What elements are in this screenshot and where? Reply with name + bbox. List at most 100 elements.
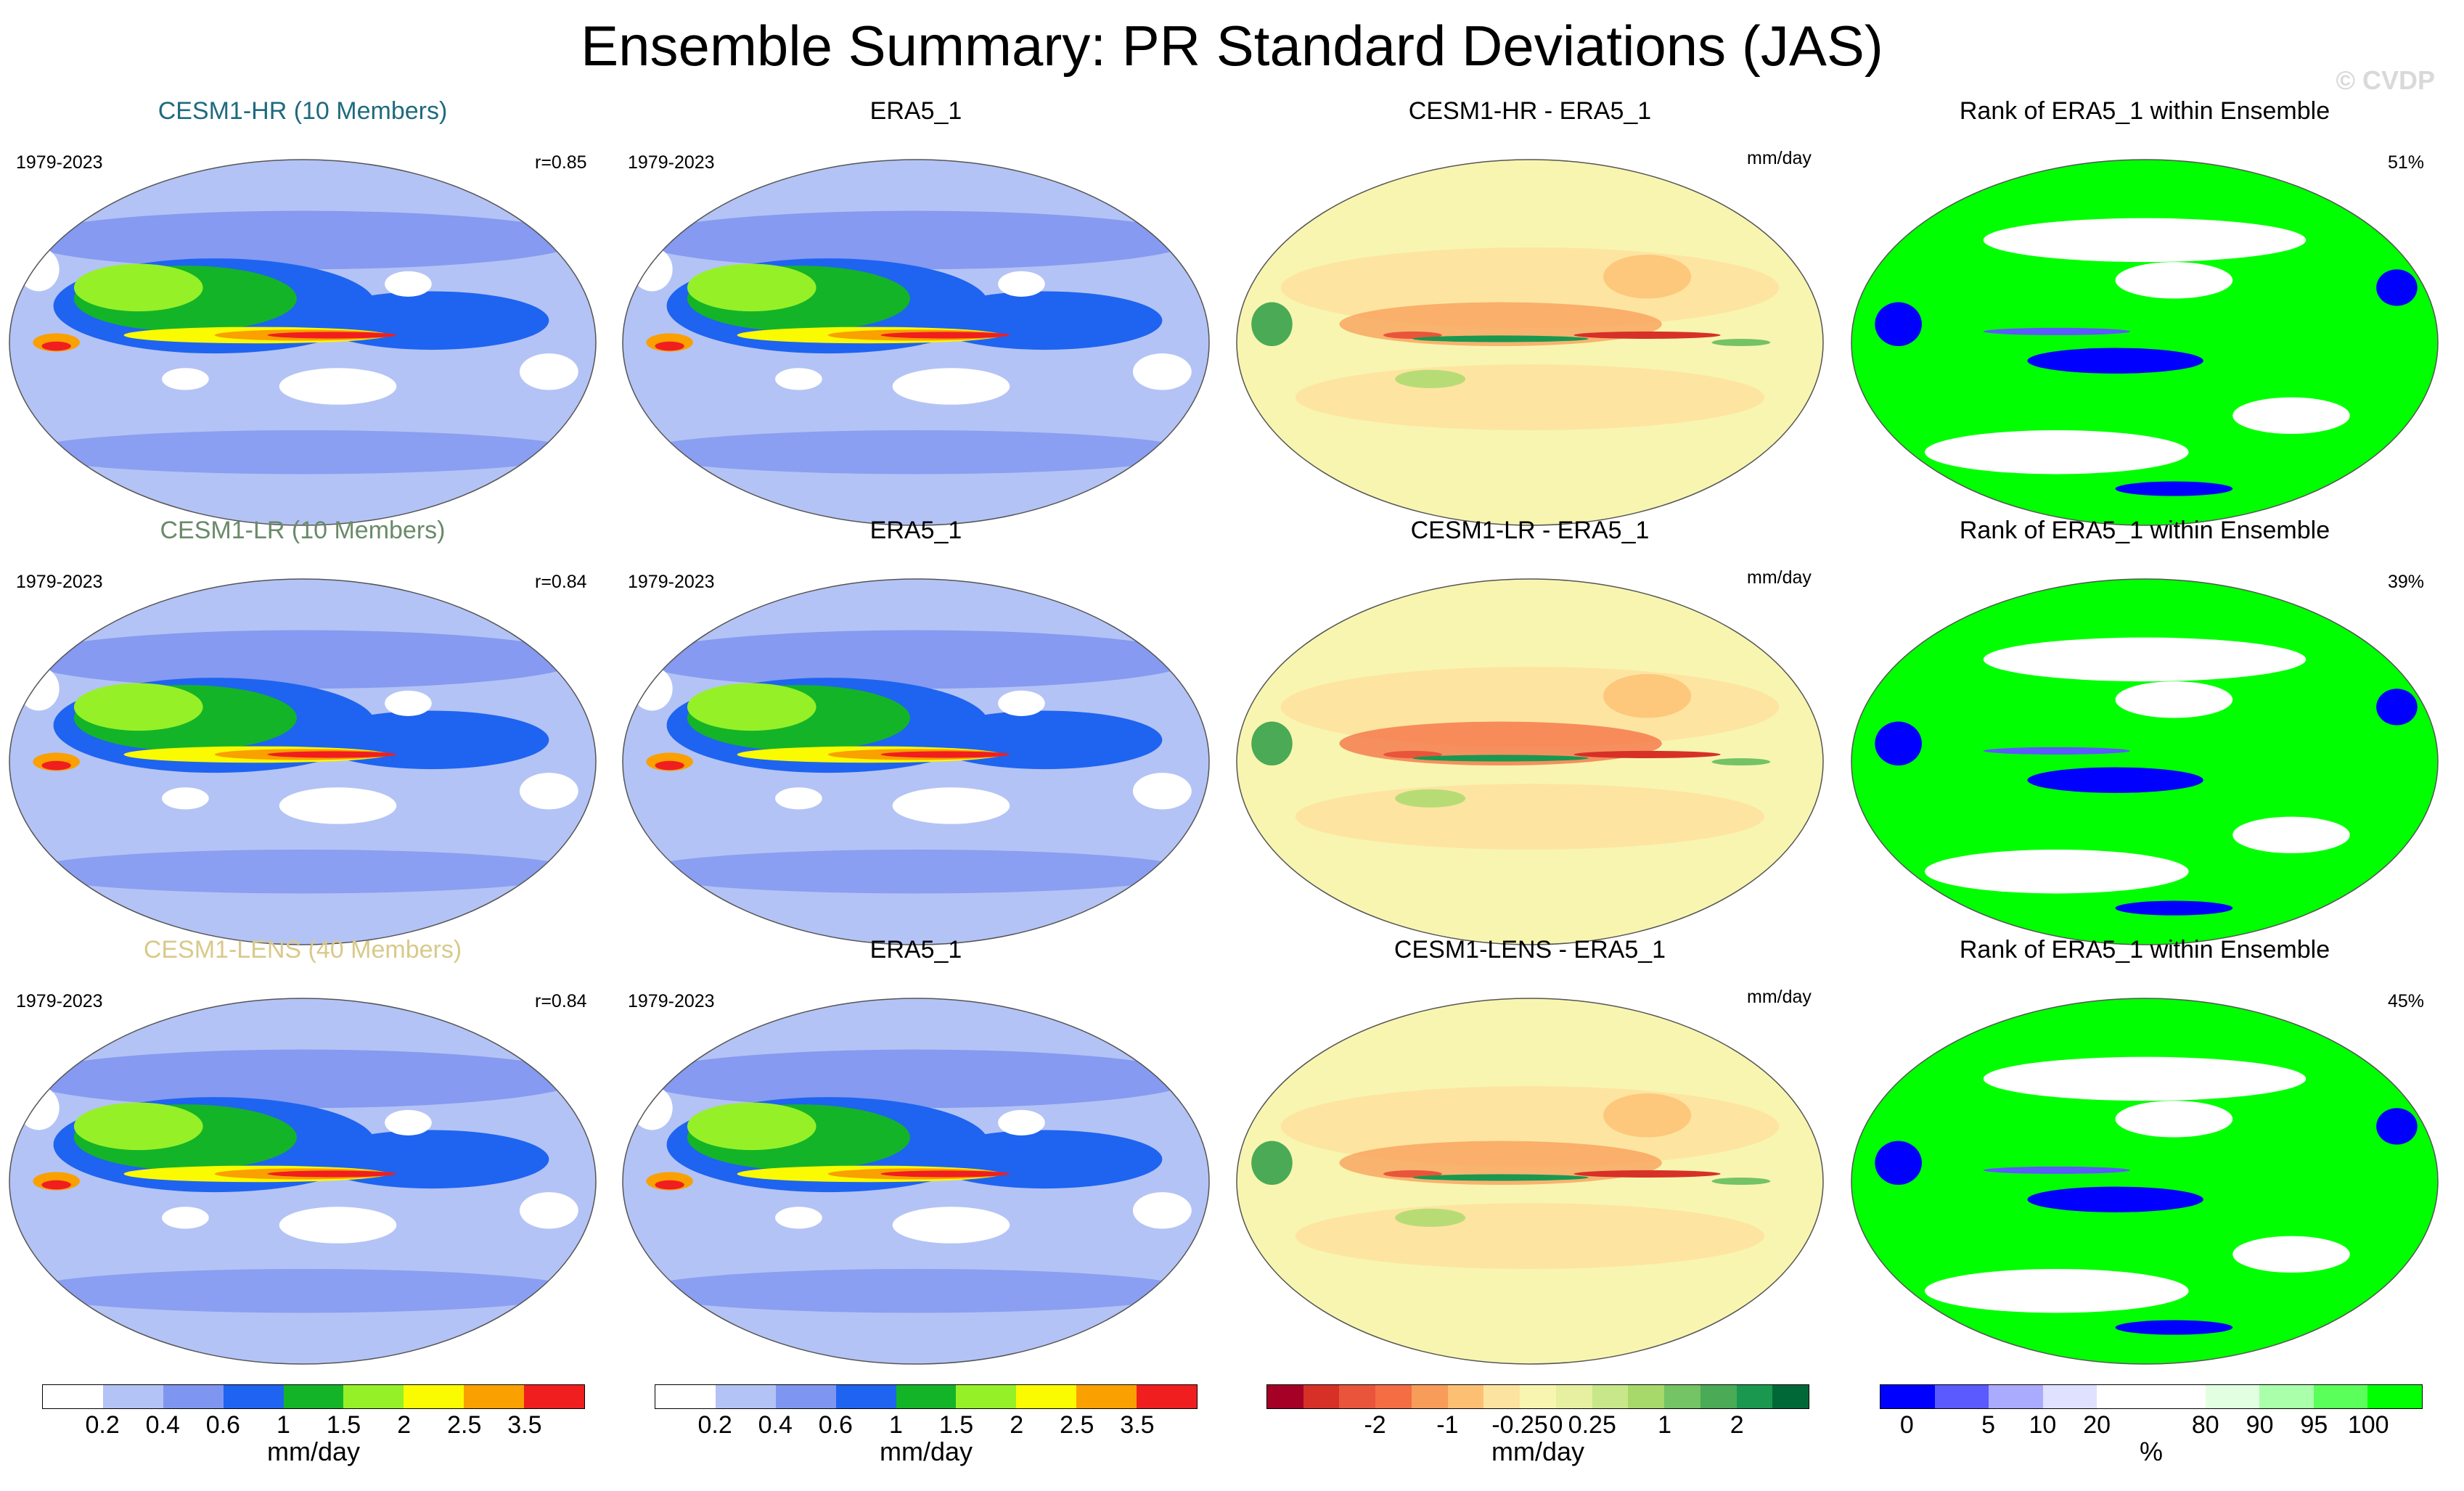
colorbar-tick-label: 0.4 [145,1411,180,1439]
colorbar-tick-label: 1.5 [326,1411,361,1439]
colorbar-tick-label: 1.5 [938,1411,974,1439]
colorbar-swatch [343,1385,404,1408]
colorbar-swatch [835,1385,896,1408]
colorbar-unit-label: mm/day [1491,1437,1585,1466]
colorbar-tick-label: 1 [276,1411,290,1439]
colorbar-swatch [1880,1385,1935,1408]
colorbar-tick-label: -2 [1364,1411,1386,1439]
diff-unit-label: mm/day [1747,148,1812,168]
colorbar-swatch [1628,1385,1665,1408]
map-std-row2 [9,578,597,945]
correlation-label: r=0.85 [535,152,587,173]
colorbar-swatch [2097,1385,2151,1408]
colorbar-diff [1266,1384,1809,1409]
colorbar-tick-label: 3.5 [507,1411,542,1439]
map-rank-row2 [1851,578,2439,945]
rank-percent-label: 51% [2388,152,2425,173]
colorbar-tick-label: 0.25 [1568,1411,1616,1439]
map-diff-row2 [1236,578,1824,945]
colorbar-swatch [1137,1385,1198,1408]
colorbar-swatch [464,1385,525,1408]
colorbar-swatch [1447,1385,1484,1408]
colorbar-swatch [102,1385,163,1408]
colorbar-std-obs [655,1384,1198,1409]
map-obs-row3 [622,998,1210,1365]
colorbar-swatch [404,1385,464,1408]
colorbar-swatch [163,1385,224,1408]
colorbar-swatch [1076,1385,1137,1408]
correlation-label: r=0.84 [535,572,587,592]
colorbar-tick-label: 2 [1730,1411,1744,1439]
colorbar-swatch [1520,1385,1556,1408]
obs-title: ERA5_1 [869,936,962,964]
diff-title: CESM1-HR - ERA5_1 [1408,97,1652,125]
colorbar-swatch [715,1385,776,1408]
colorbar-swatch [2259,1385,2314,1408]
colorbar-swatch [1664,1385,1700,1408]
colorbar-swatch [43,1385,103,1408]
obs-title: ERA5_1 [869,97,962,125]
colorbar-tick-label: 0.2 [697,1411,732,1439]
map-std-row1 [9,159,597,526]
colorbar-tick-label: 2.5 [447,1411,482,1439]
colorbar-swatch [1483,1385,1520,1408]
colorbar-tick-label: 90 [2246,1411,2274,1439]
colorbar-tick-label: 2.5 [1060,1411,1094,1439]
colorbar-swatch [1016,1385,1077,1408]
colorbar-tick-label: 1 [888,1411,903,1439]
colorbar-tick-label: 0 [1549,1411,1563,1439]
map-obs-row2 [622,578,1210,945]
colorbar-tick-label: 0.2 [85,1411,120,1439]
obs-years-label: 1979-2023 [628,152,715,173]
colorbar-tick-label: -1 [1436,1411,1459,1439]
map-obs-row1 [622,159,1210,526]
colorbar-swatch [2313,1385,2368,1408]
ensemble-title: CESM1-HR (10 Members) [157,97,448,125]
colorbar-tick-label: 0 [1899,1411,1914,1439]
colorbar-swatch [2367,1385,2422,1408]
colorbar-tick-label: 0.6 [205,1411,240,1439]
rank-percent-label: 45% [2388,991,2425,1011]
colorbar-swatch [1736,1385,1773,1408]
colorbar-tick-label: 1 [1658,1411,1671,1439]
correlation-label: r=0.84 [535,991,587,1011]
colorbar-tick-label: 20 [2083,1411,2111,1439]
rank-title: Rank of ERA5_1 within Ensemble [1959,517,2330,544]
map-std-row3 [9,998,597,1365]
colorbar-swatch [896,1385,957,1408]
obs-title: ERA5_1 [869,517,962,544]
colorbar-swatch [2205,1385,2260,1408]
colorbar-tick-label: 100 [2347,1411,2389,1439]
diff-title: CESM1-LR - ERA5_1 [1410,517,1650,544]
ensemble-title: CESM1-LR (10 Members) [160,517,446,544]
colorbar-swatch [1989,1385,2043,1408]
colorbar-swatch [223,1385,284,1408]
colorbar-tick-label: 3.5 [1120,1411,1155,1439]
colorbar-swatch [775,1385,836,1408]
rank-title: Rank of ERA5_1 within Ensemble [1959,97,2330,125]
map-diff-row1 [1236,159,1824,526]
figure-title: Ensemble Summary: PR Standard Deviations… [581,14,1883,78]
colorbar-tick-label: 80 [2191,1411,2219,1439]
colorbar-tick-label: 2 [397,1411,412,1439]
colorbar-swatch [1555,1385,1592,1408]
colorbar-rank [1880,1384,2423,1409]
colorbar-swatch [1267,1385,1303,1408]
colorbar-unit-label: % [2139,1437,2164,1466]
ensemble-title: CESM1-LENS (40 Members) [143,936,462,964]
colorbar-swatch [2042,1385,2097,1408]
map-rank-row1 [1851,159,2439,526]
years-label: 1979-2023 [16,991,103,1011]
colorbar-swatch [1700,1385,1737,1408]
colorbar-swatch [524,1385,585,1408]
colorbar-tick-label: -0.25 [1491,1411,1548,1439]
diff-title: CESM1-LENS - ERA5_1 [1393,936,1666,964]
colorbar-swatch [1411,1385,1448,1408]
colorbar-swatch [1375,1385,1412,1408]
diff-unit-label: mm/day [1747,567,1812,588]
colorbar-tick-label: 2 [1010,1411,1024,1439]
colorbar-tick-label: 95 [2300,1411,2328,1439]
colorbar-unit-label: mm/day [879,1437,973,1466]
cvdp-watermark: © CVDP [2336,65,2435,95]
colorbar-tick-label: 10 [2029,1411,2057,1439]
